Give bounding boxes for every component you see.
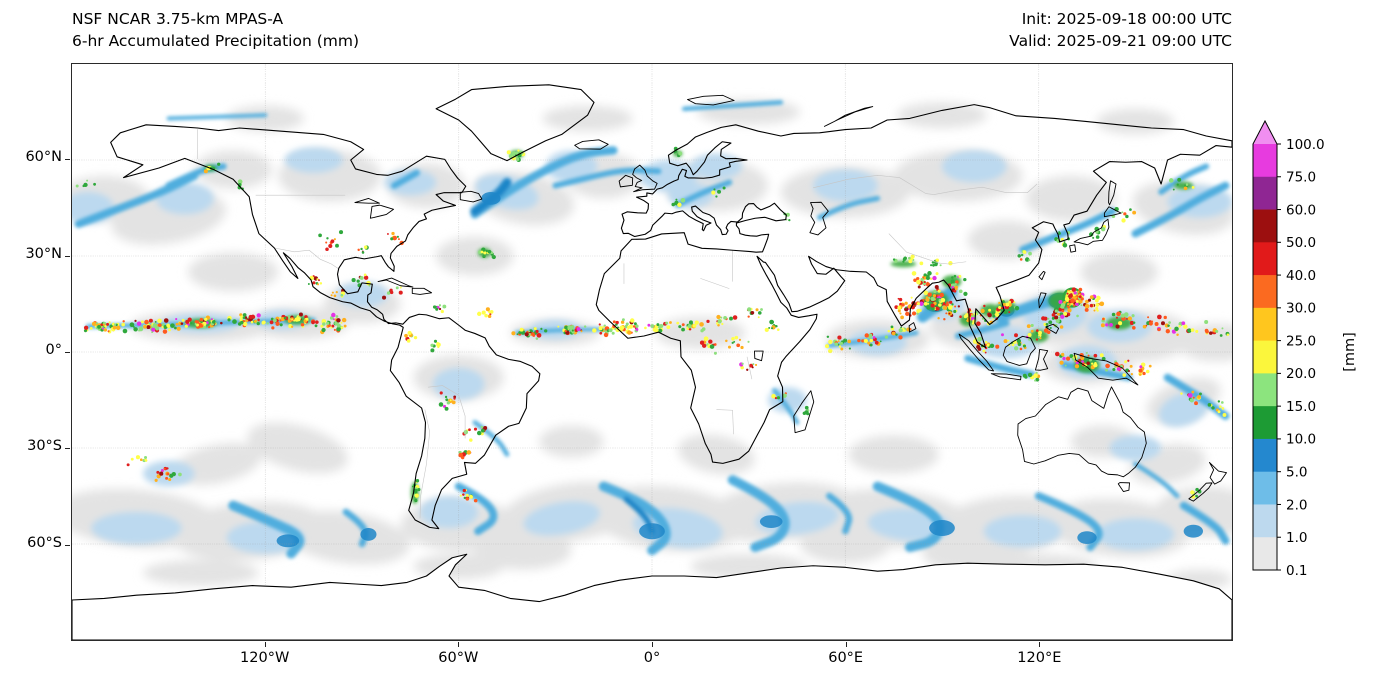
coastline <box>1109 181 1116 205</box>
y-tick-mark <box>65 544 70 546</box>
coastline <box>959 334 993 371</box>
coastline <box>575 140 609 149</box>
colorbar-tick-label: 15.0 <box>1286 399 1316 415</box>
coastline <box>1189 483 1212 501</box>
world-map-svg <box>72 64 1232 640</box>
colorbar-extend-arrow <box>1253 121 1277 144</box>
colorbar-tick-label: 2.0 <box>1286 497 1307 513</box>
colorbar-segment <box>1253 504 1277 538</box>
colorbar-segment <box>1253 340 1277 374</box>
graticule-layer <box>72 64 1232 640</box>
colorbar-segment <box>1253 373 1277 407</box>
x-tick-label: 120°W <box>240 650 290 666</box>
coastline <box>1003 336 1035 365</box>
colorbar-segment <box>1253 275 1277 309</box>
coastlines-layer <box>72 85 1232 640</box>
x-tick-mark <box>652 642 653 647</box>
country-borders-layer <box>198 129 1037 518</box>
coastline-greenland <box>436 85 594 161</box>
coastline <box>1104 207 1121 217</box>
coastline <box>1039 293 1046 308</box>
coastline <box>619 175 633 187</box>
coastline <box>1074 353 1138 385</box>
coastline <box>1018 387 1147 477</box>
colorbar-tick-label: 100.0 <box>1286 137 1325 153</box>
colorbar-tick-label: 25.0 <box>1286 333 1316 349</box>
x-tick-label: 60°E <box>828 650 864 666</box>
coastline <box>1118 483 1129 492</box>
x-tick-mark <box>845 642 847 647</box>
map-canvas <box>71 63 1233 641</box>
colorbar-tick-label: 75.0 <box>1286 170 1316 186</box>
colorbar-segment <box>1253 176 1277 210</box>
colorbar-tick-label: 50.0 <box>1286 235 1316 251</box>
y-tick-label: 0° <box>45 342 62 358</box>
colorbar-tick-label: 20.0 <box>1286 366 1316 382</box>
y-tick-label: 30°S <box>27 438 62 455</box>
coastline <box>633 165 657 192</box>
colorbar: 100.0 75.0 60.0 50.0 40.0 30.0 25.0 20.0 15.0 10.… <box>1252 119 1325 579</box>
x-tick-mark <box>458 642 460 647</box>
colorbar-tick-label: 30.0 <box>1286 301 1316 317</box>
x-tick-label: 0° <box>643 650 661 666</box>
coastline <box>460 191 482 202</box>
colorbar-units-label: [mm] <box>1342 332 1358 372</box>
coastline <box>378 278 413 287</box>
colorbar-segment <box>1253 144 1277 178</box>
colorbar-outline <box>1252 119 1278 571</box>
colorbar-segment <box>1253 537 1277 571</box>
coastline <box>1046 324 1059 333</box>
coastline-antarctica <box>72 554 1232 640</box>
product-title: 6-hr Accumulated Precipitation (mm) <box>72 32 359 50</box>
colorbar-segment <box>1253 209 1277 243</box>
coastline <box>1035 349 1047 370</box>
coastline <box>1074 219 1109 245</box>
colorbar-segment <box>1253 471 1277 505</box>
colorbar-tick-label: 10.0 <box>1286 432 1316 448</box>
y-tick-mark <box>65 255 70 257</box>
coastline <box>1039 271 1045 279</box>
colorbar-tick-label: 0.1 <box>1286 563 1307 579</box>
coastline <box>355 198 379 203</box>
valid-time: Valid: 2025-09-21 09:00 UTC <box>1009 32 1232 50</box>
coastline <box>370 205 393 218</box>
colorbar-segment <box>1253 307 1277 342</box>
colorbar-tick-label: 60.0 <box>1286 202 1316 218</box>
y-tick-mark <box>65 352 70 353</box>
y-tick-label: 30°N <box>25 245 62 262</box>
coastline <box>1070 245 1076 252</box>
x-tick-mark <box>1039 642 1041 647</box>
coastline <box>909 323 916 333</box>
colorbar-segment <box>1253 406 1277 440</box>
coastline <box>687 95 734 105</box>
colorbar-segment <box>1253 438 1277 473</box>
init-time: Init: 2025-09-18 00:00 UTC <box>1021 10 1232 28</box>
coastline <box>111 125 540 529</box>
y-tick-mark <box>65 448 70 450</box>
colorbar-segment <box>1253 242 1277 276</box>
colorbar-tick-label: 40.0 <box>1286 268 1316 284</box>
coastline <box>824 107 872 127</box>
colorbar-tick-label: 1.0 <box>1286 530 1307 546</box>
coastline <box>991 374 1021 380</box>
coastline <box>1209 462 1226 484</box>
y-tick-label: 60°S <box>27 534 62 551</box>
coastline <box>596 105 1232 464</box>
x-tick-label: 60°W <box>438 650 479 666</box>
coastline <box>794 391 814 433</box>
model-name: NSF NCAR 3.75-km MPAS-A <box>72 10 284 28</box>
coastline <box>810 202 828 235</box>
precip-speckle-layer <box>75 146 1230 503</box>
x-tick-mark <box>264 642 266 647</box>
coastline <box>754 351 763 361</box>
colorbar-tick-label: 5.0 <box>1286 464 1307 480</box>
y-tick-mark <box>65 159 70 161</box>
x-tick-label: 120°E <box>1017 650 1062 666</box>
coastline <box>412 288 431 294</box>
y-tick-label: 60°N <box>25 149 62 166</box>
